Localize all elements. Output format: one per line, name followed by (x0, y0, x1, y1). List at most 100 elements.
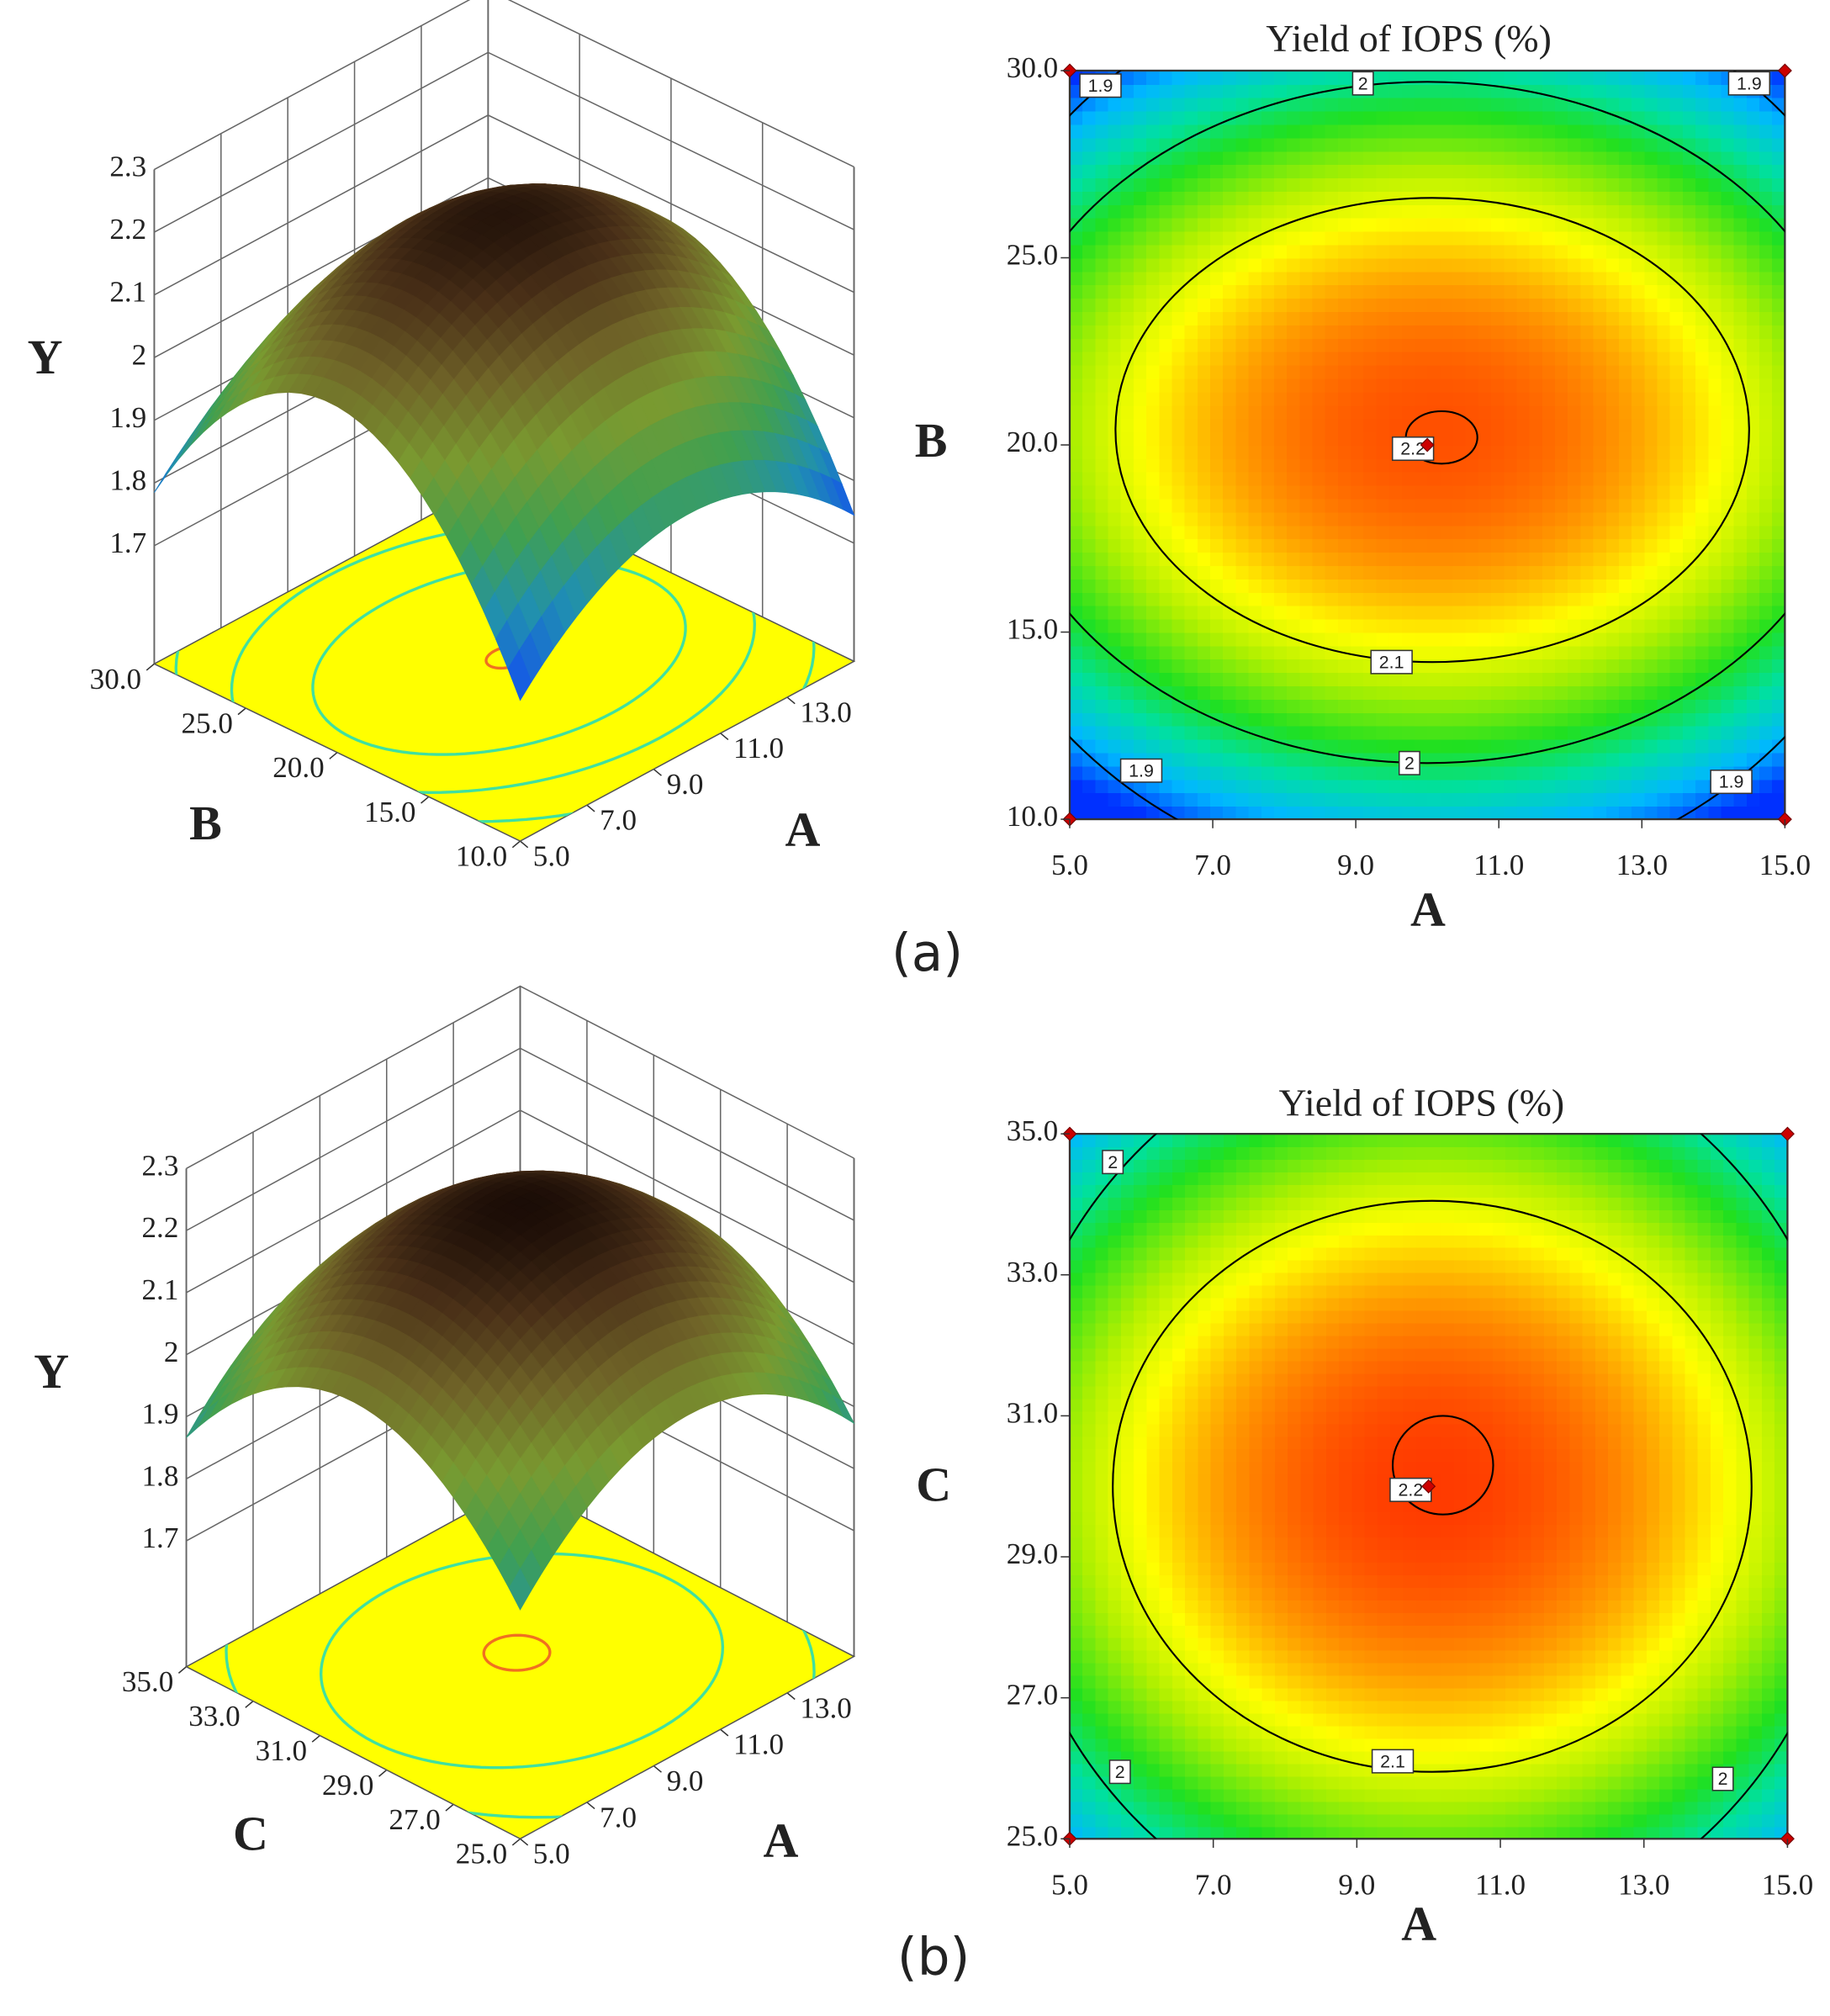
heat-cell (1312, 511, 1326, 526)
heat-cell (1618, 538, 1633, 553)
y-tick-mark (245, 1701, 254, 1708)
heat-cell (1223, 70, 1237, 85)
heat-cell (1299, 712, 1314, 727)
heat-cell (1082, 538, 1097, 553)
heat-cell (1337, 471, 1351, 486)
heat-cell (1388, 538, 1403, 553)
heat-cell (1529, 765, 1543, 780)
heat-cell (1555, 110, 1569, 125)
heat-cell (1733, 685, 1748, 700)
heat-cell (1529, 311, 1543, 325)
heat-cell (1312, 725, 1326, 740)
y-tick-mark (145, 663, 155, 671)
heat-cell (1120, 230, 1134, 246)
heat-cell (1184, 618, 1198, 633)
heat-cell (1095, 405, 1109, 420)
heat-cell (1657, 511, 1671, 526)
heat-cell (1580, 431, 1595, 446)
heat-cell (1580, 699, 1595, 713)
heat-cell (1108, 752, 1122, 767)
heat-cell (1452, 271, 1467, 286)
heat-cell (1376, 538, 1390, 553)
heat-cell (1772, 298, 1786, 312)
heat-cell (1568, 699, 1582, 713)
heat-cell (1235, 405, 1250, 420)
heat-cell (1287, 83, 1301, 98)
heat-cell (1351, 471, 1365, 486)
heat-cell (1452, 738, 1467, 754)
heat-cell (1529, 70, 1543, 85)
heat-cell (1504, 97, 1518, 112)
heat-cell (1733, 578, 1748, 593)
heat-cell (1593, 70, 1607, 85)
heat-cell (1759, 578, 1774, 593)
heat-cell (1632, 431, 1646, 446)
heat-cell (1299, 284, 1314, 299)
heat-cell (1440, 271, 1454, 286)
heat-cell (1568, 725, 1582, 740)
heat-cell (1414, 712, 1429, 727)
heat-cell (1351, 351, 1365, 366)
heat-cell (1184, 538, 1198, 553)
heat-cell (1580, 83, 1595, 98)
heat-cell (1568, 431, 1582, 446)
heat-cell (1401, 257, 1415, 273)
heat-cell (1772, 324, 1786, 339)
heat-cell (1733, 591, 1748, 606)
heat-cell (1261, 525, 1275, 540)
heat-cell (1721, 752, 1735, 767)
heat-cell (1695, 257, 1710, 273)
heat-cell (1146, 712, 1161, 727)
heat-cell (1759, 605, 1774, 620)
heat-cell (1235, 779, 1250, 794)
heat-cell (1363, 458, 1378, 473)
heat-cell (1618, 445, 1633, 459)
heat-cell (1644, 337, 1658, 352)
heat-cell (1299, 364, 1314, 379)
heat-cell (1669, 471, 1684, 486)
heat-cell (1376, 177, 1390, 192)
heat-cell (1414, 605, 1429, 620)
heat-cell (1491, 591, 1505, 606)
heat-cell (1312, 217, 1326, 232)
heat-cell (1657, 418, 1671, 433)
heat-cell (1210, 605, 1224, 620)
heat-cell (1133, 351, 1148, 366)
heat-cell (1210, 337, 1224, 352)
heat-cell (1657, 271, 1671, 286)
heat-cell (1605, 565, 1620, 579)
heat-cell (1733, 792, 1748, 807)
heat-cell (1593, 538, 1607, 553)
heat-cell (1733, 712, 1748, 727)
heat-cell (1657, 191, 1671, 205)
heat-cell (1184, 806, 1198, 820)
heat-cell (1721, 672, 1735, 687)
heat-cell (1095, 565, 1109, 579)
heat-cell (1504, 645, 1518, 660)
heat-cell (1312, 431, 1326, 446)
heat-cell (1452, 431, 1467, 446)
heat-cell (1733, 552, 1748, 566)
heat-cell (1465, 471, 1479, 486)
heat-cell (1644, 364, 1658, 379)
heat-cell (1542, 445, 1556, 459)
heat-cell (1580, 525, 1595, 540)
heat-cell (1452, 511, 1467, 526)
heat-cell (1733, 244, 1748, 259)
heat-cell (1287, 298, 1301, 312)
heat-cell (1184, 364, 1198, 379)
heat-cell (1746, 511, 1760, 526)
heat-cell (1618, 151, 1633, 166)
heat-cell (1465, 552, 1479, 566)
heat-cell (1235, 324, 1250, 339)
heat-cell (1632, 618, 1646, 633)
heat-cell (1542, 244, 1556, 259)
heat-cell (1593, 605, 1607, 620)
heat-cell (1133, 699, 1148, 713)
heat-cell (1465, 351, 1479, 366)
heat-cell (1197, 405, 1211, 420)
heat-cell (1401, 525, 1415, 540)
heat-cell (1287, 311, 1301, 325)
heat-cell (1491, 632, 1505, 647)
heat-cell (1261, 484, 1275, 500)
